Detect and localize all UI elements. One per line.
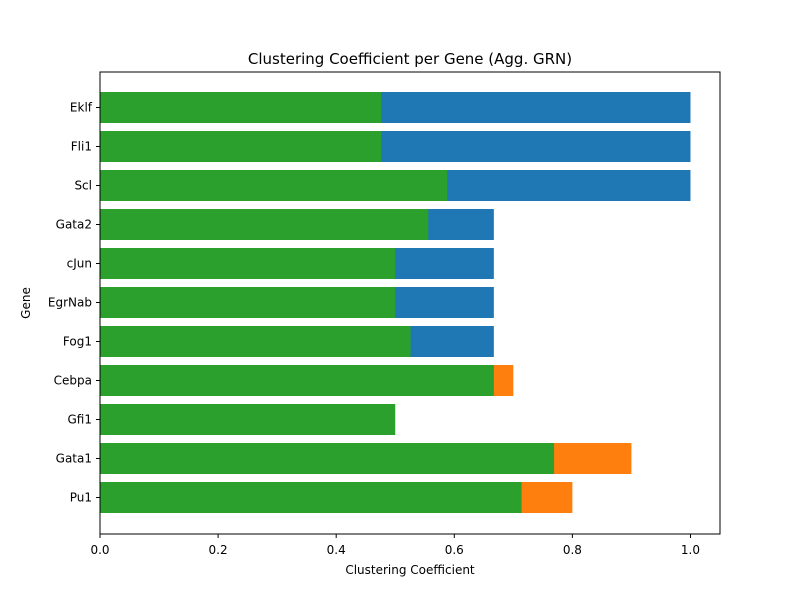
- bar-series2-gata1: [100, 443, 555, 474]
- x-tick-label: 0.4: [327, 543, 346, 557]
- x-tick-label: 0.2: [209, 543, 228, 557]
- y-tick-label-cebpa: Cebpa: [54, 374, 92, 388]
- y-tick-label-gata2: Gata2: [56, 218, 92, 232]
- bars-group: [100, 92, 691, 513]
- bar-series2-gata2: [100, 209, 429, 240]
- y-axis: Pu1 Gata1 Gfi1 Cebpa Fog1 EgrNab cJun Gata2 Scl F…: [48, 101, 100, 505]
- y-tick-label-egrnab: EgrNab: [48, 296, 92, 310]
- bar-series2-pu1: [100, 482, 522, 513]
- y-tick-label-fog1: Fog1: [63, 335, 92, 349]
- bar-series2-fog1: [100, 326, 411, 357]
- y-tick-label-scl: Scl: [74, 179, 92, 193]
- x-tick-label: 0.8: [563, 543, 582, 557]
- y-tick-label-pu1: Pu1: [70, 491, 92, 505]
- y-tick-label-eklf: Eklf: [70, 101, 93, 115]
- bar-series2-cebpa: [100, 365, 494, 396]
- bar-series2-egrnab: [100, 287, 396, 318]
- chart-title: Clustering Coefficient per Gene (Agg. GR…: [248, 50, 572, 68]
- y-tick-label-gata1: Gata1: [56, 452, 92, 466]
- x-tick-label: 1.0: [681, 543, 700, 557]
- bar-series2-cjun: [100, 248, 396, 279]
- x-tick-label: 0.0: [90, 543, 109, 557]
- y-tick-label-gfi1: Gfi1: [68, 413, 93, 427]
- bar-series2-gfi1: [100, 404, 396, 435]
- bar-series2-fli1: [100, 131, 382, 162]
- x-tick-label: 0.6: [445, 543, 464, 557]
- y-tick-label-fli1: Fli1: [71, 140, 92, 154]
- bar-series2-scl: [100, 170, 448, 201]
- x-axis-label: Clustering Coefficient: [345, 563, 475, 577]
- bar-series2-eklf: [100, 92, 382, 123]
- y-tick-label-cjun: cJun: [67, 257, 92, 271]
- y-axis-label: Gene: [19, 287, 33, 319]
- x-axis: 0.0 0.2 0.4 0.6 0.8 1.0: [90, 534, 700, 557]
